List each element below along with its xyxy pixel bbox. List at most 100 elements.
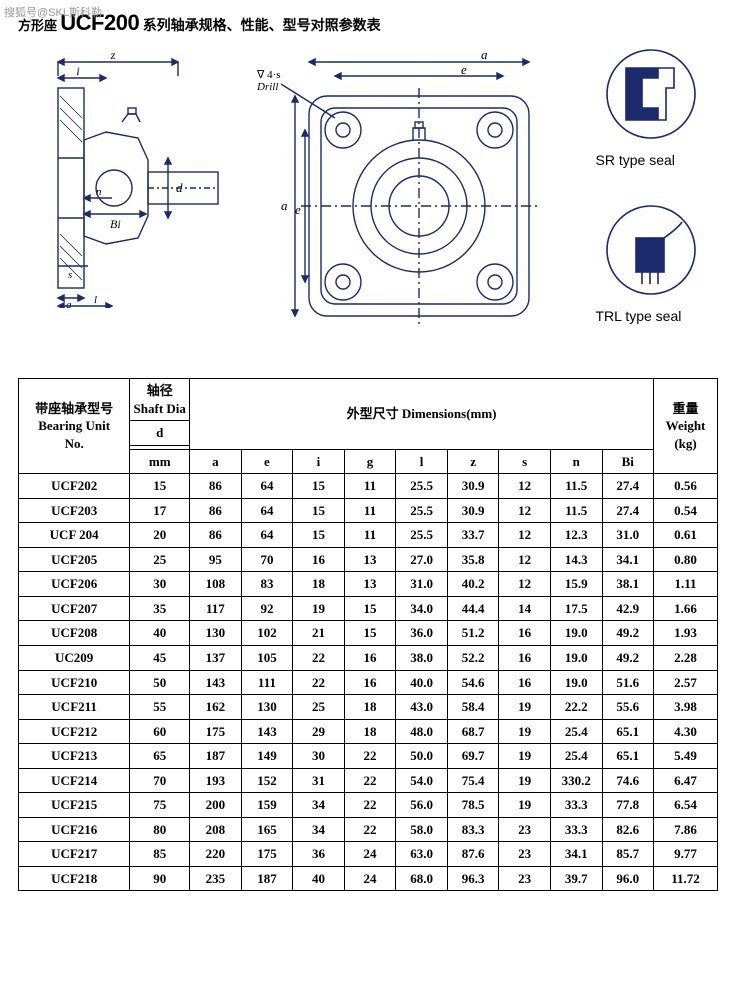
cell-Bi: 49.2 — [602, 646, 654, 671]
th-weight-text: 重量 Weight (kg) — [666, 401, 706, 451]
cell-z: 40.2 — [447, 572, 499, 597]
cell-z: 52.2 — [447, 646, 499, 671]
cell-model: UCF202 — [19, 474, 130, 499]
cell-s: 12 — [499, 523, 551, 548]
cell-e: 159 — [241, 793, 293, 818]
cell-e: 64 — [241, 474, 293, 499]
cell-Bi: 96.0 — [602, 866, 654, 891]
cell-d: 17 — [130, 498, 190, 523]
th-model: 带座轴承型号 Bearing Unit No. — [19, 379, 130, 474]
cell-s: 16 — [499, 670, 551, 695]
th-col-i: i — [293, 449, 345, 474]
cell-e: 64 — [241, 498, 293, 523]
cell-i: 15 — [293, 498, 345, 523]
sr-seal-block: SR type seal — [596, 48, 706, 168]
svg-text:s: s — [68, 269, 72, 281]
cell-model: UCF 204 — [19, 523, 130, 548]
table-row: UCF21890235187402468.096.32339.796.011.7… — [19, 866, 718, 891]
cell-model: UCF214 — [19, 768, 130, 793]
cell-l: 25.5 — [396, 474, 448, 499]
cell-d: 40 — [130, 621, 190, 646]
cell-s: 19 — [499, 768, 551, 793]
table-row: UCF203178664151125.530.91211.527.40.54 — [19, 498, 718, 523]
cell-e: 152 — [241, 768, 293, 793]
cell-s: 12 — [499, 474, 551, 499]
cell-Bi: 74.6 — [602, 768, 654, 793]
th-col-e: e — [241, 449, 293, 474]
cell-l: 36.0 — [396, 621, 448, 646]
cell-d: 75 — [130, 793, 190, 818]
trl-seal-block: TRL type seal — [596, 204, 706, 324]
cell-i: 16 — [293, 547, 345, 572]
cell-l: 43.0 — [396, 695, 448, 720]
th-col-s: s — [499, 449, 551, 474]
cell-model: UCF212 — [19, 719, 130, 744]
cell-g: 15 — [344, 621, 396, 646]
svg-text:e: e — [295, 202, 301, 217]
cell-Bi: 42.9 — [602, 596, 654, 621]
cell-n: 12.3 — [550, 523, 602, 548]
cell-d: 85 — [130, 842, 190, 867]
cell-s: 23 — [499, 817, 551, 842]
cell-model: UCF210 — [19, 670, 130, 695]
cell-i: 31 — [293, 768, 345, 793]
cell-wt: 0.56 — [654, 474, 718, 499]
table-body: UCF202158664151125.530.91211.527.40.56UC… — [19, 474, 718, 891]
cell-g: 16 — [344, 646, 396, 671]
table-row: UCF21050143111221640.054.61619.051.62.57 — [19, 670, 718, 695]
cell-z: 30.9 — [447, 498, 499, 523]
cell-n: 11.5 — [550, 474, 602, 499]
cell-Bi: 27.4 — [602, 498, 654, 523]
table-head: 带座轴承型号 Bearing Unit No. 轴径 Shaft Dia 外型尺… — [19, 379, 718, 474]
cell-l: 50.0 — [396, 744, 448, 769]
cell-d: 15 — [130, 474, 190, 499]
cell-model: UCF208 — [19, 621, 130, 646]
cell-s: 16 — [499, 621, 551, 646]
cell-Bi: 82.6 — [602, 817, 654, 842]
svg-text:e: e — [461, 62, 467, 77]
cell-g: 18 — [344, 719, 396, 744]
cell-l: 25.5 — [396, 498, 448, 523]
cell-wt: 11.72 — [654, 866, 718, 891]
cell-g: 22 — [344, 768, 396, 793]
cell-wt: 3.98 — [654, 695, 718, 720]
cell-Bi: 65.1 — [602, 719, 654, 744]
cell-a: 95 — [190, 547, 242, 572]
cell-s: 23 — [499, 866, 551, 891]
th-dia-d: d — [130, 421, 190, 446]
cell-a: 200 — [190, 793, 242, 818]
cell-wt: 6.54 — [654, 793, 718, 818]
cell-i: 34 — [293, 793, 345, 818]
cell-s: 16 — [499, 646, 551, 671]
cell-l: 63.0 — [396, 842, 448, 867]
title-prefix: 方形座 — [18, 18, 60, 33]
cell-n: 33.3 — [550, 817, 602, 842]
cell-z: 51.2 — [447, 621, 499, 646]
cell-a: 175 — [190, 719, 242, 744]
cell-a: 162 — [190, 695, 242, 720]
svg-text:i: i — [76, 64, 79, 78]
cell-i: 22 — [293, 646, 345, 671]
cell-a: 86 — [190, 523, 242, 548]
cell-l: 25.5 — [396, 523, 448, 548]
cell-z: 75.4 — [447, 768, 499, 793]
cell-model: UCF216 — [19, 817, 130, 842]
cell-i: 19 — [293, 596, 345, 621]
cell-z: 87.6 — [447, 842, 499, 867]
cell-g: 16 — [344, 670, 396, 695]
table-row: UCF21680208165342258.083.32333.382.67.86 — [19, 817, 718, 842]
cell-Bi: 77.8 — [602, 793, 654, 818]
cell-model: UCF206 — [19, 572, 130, 597]
cell-a: 143 — [190, 670, 242, 695]
diagram-row: z i — [18, 48, 718, 328]
cell-wt: 1.93 — [654, 621, 718, 646]
cell-s: 23 — [499, 842, 551, 867]
cell-z: 54.6 — [447, 670, 499, 695]
cell-l: 58.0 — [396, 817, 448, 842]
cell-l: 34.0 — [396, 596, 448, 621]
cell-g: 13 — [344, 572, 396, 597]
cell-g: 18 — [344, 695, 396, 720]
cell-l: 68.0 — [396, 866, 448, 891]
cell-i: 40 — [293, 866, 345, 891]
cell-g: 11 — [344, 523, 396, 548]
